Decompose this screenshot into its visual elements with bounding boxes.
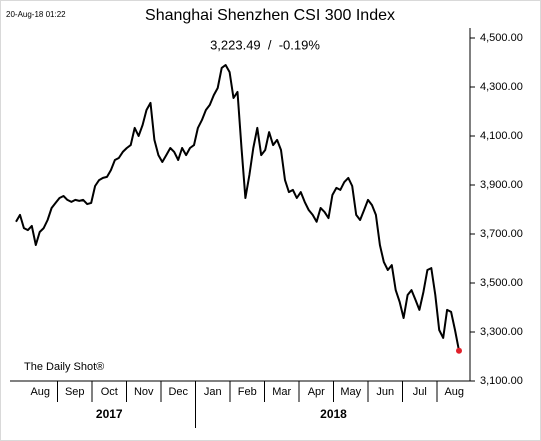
x-tick-label: Oct xyxy=(101,386,118,398)
x-tick-label: Jul xyxy=(413,386,427,398)
y-tick-label: 3,300.00 xyxy=(480,326,523,338)
chart-subtitle: 3,223.49 / -0.19% xyxy=(210,37,320,52)
timestamp: 20-Aug-18 01:22 xyxy=(6,10,66,19)
x-tick-label: Nov xyxy=(134,386,154,398)
y-tick-label: 3,900.00 xyxy=(480,179,523,191)
x-tick-label: Mar xyxy=(272,386,291,398)
year-label: 2017 xyxy=(96,407,123,421)
year-label: 2018 xyxy=(320,407,347,421)
y-tick-label: 4,300.00 xyxy=(480,81,523,93)
x-tick-label: Feb xyxy=(238,386,257,398)
chart-title: Shanghai Shenzhen CSI 300 Index xyxy=(145,7,395,24)
y-tick-label: 3,700.00 xyxy=(480,228,523,240)
y-tick-label: 3,500.00 xyxy=(480,277,523,289)
x-tick-label: Aug xyxy=(444,386,464,398)
x-tick-label: Jan xyxy=(204,386,222,398)
y-tick-label: 4,500.00 xyxy=(480,32,523,44)
x-tick-label: Apr xyxy=(308,386,325,398)
source: The Daily Shot® xyxy=(24,361,104,373)
x-tick-label: Aug xyxy=(30,386,50,398)
y-tick-label: 4,100.00 xyxy=(480,130,523,142)
last-point xyxy=(456,347,462,354)
price-line xyxy=(15,64,460,351)
x-tick-label: Jun xyxy=(376,386,394,398)
x-tick-label: May xyxy=(340,386,361,398)
x-tick-label: Dec xyxy=(168,386,188,398)
y-tick-label: 3,100.00 xyxy=(480,375,523,387)
x-tick-label: Sep xyxy=(65,386,85,398)
